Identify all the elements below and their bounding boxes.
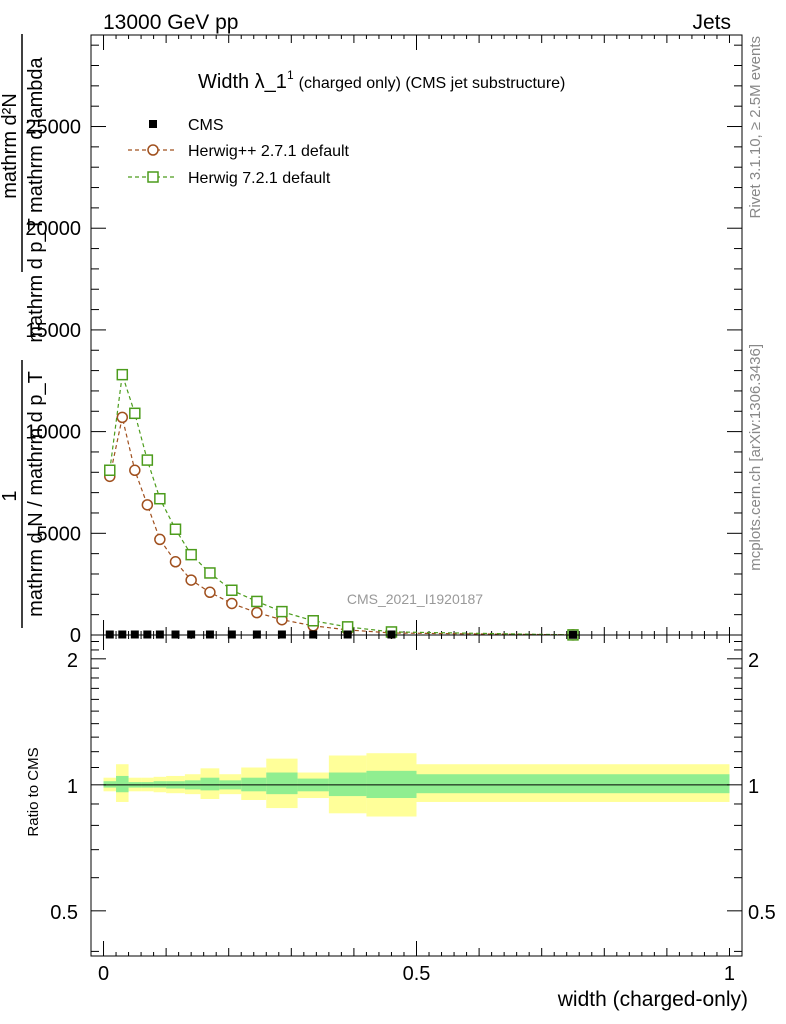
data-point: [226, 597, 238, 610]
ratio-y-tick-label-right: 2: [748, 650, 759, 672]
legend-marker: [149, 120, 157, 128]
main-panel: 0 5000 10000 15000 20000 25000: [25, 34, 743, 647]
plot-title-sup: 1: [287, 68, 294, 82]
y-label-prefix-num: 1: [0, 490, 21, 501]
y-label-prefix-den: mathrm d N / mathrm d p_T: [25, 371, 47, 617]
ratio-inner-band: [328, 772, 367, 797]
plot-title-rest: (charged only) (CMS jet substructure): [299, 75, 566, 92]
data-point: [227, 630, 236, 639]
header-left: 13000 GeV pp: [103, 11, 238, 34]
plot-title: Width λ_11 (charged only) (CMS jet substr…: [198, 68, 565, 93]
data-point: [129, 464, 141, 477]
header-right: Jets: [692, 11, 731, 34]
data-point: [141, 454, 154, 466]
legend-marker: [147, 144, 159, 156]
data-point: [141, 499, 154, 511]
ratio-y-tick-label-right: 0.5: [748, 902, 776, 924]
legend: CMS Herwig++ 2.7.1 default Herwig 7.2.1 de…: [128, 117, 350, 187]
main-y-tick-label: 0: [70, 625, 81, 647]
data-point: [187, 630, 196, 639]
legend-label: Herwig++ 2.7.1 default: [188, 143, 350, 160]
ratio-x-tick-label: 0: [98, 963, 109, 985]
data-point: [309, 630, 318, 639]
main-y-axis-label: 1 mathrm d N / mathrm d p_T mathrm d²N m…: [0, 34, 47, 628]
data-point: [105, 630, 114, 639]
data-point: [116, 368, 129, 381]
data-point: [169, 556, 182, 568]
legend-marker: [147, 171, 159, 183]
ratio-frame: [90, 634, 743, 957]
data-point: [276, 605, 288, 618]
data-point: [204, 567, 216, 579]
data-point: [154, 492, 166, 505]
data-point: [204, 586, 216, 599]
ratio-y-tick-label: 2: [67, 650, 78, 672]
ratio-inner-band: [416, 774, 730, 794]
legend-label: Herwig 7.2.1 default: [188, 170, 331, 187]
main-y-tick-label: 25000: [25, 117, 81, 139]
data-point: [185, 548, 197, 561]
data-point: [252, 630, 261, 639]
ratio-y-tick-labels: 0.5 0.5 1 1 2 2: [50, 650, 776, 924]
ratio-y-axis-label: Ratio to CMS: [25, 747, 42, 836]
main-y-tick-label: 10000: [25, 422, 81, 444]
data-point: [251, 595, 263, 608]
data-point: [277, 630, 286, 639]
data-point: [185, 574, 197, 586]
main-y-tick-labels: 0 5000 10000 15000 20000 25000: [25, 117, 81, 647]
legend-label: CMS: [188, 117, 224, 134]
data-point: [143, 630, 152, 639]
mcplots-label: mcplots.cern.ch [arXiv:1306.3436]: [747, 344, 764, 571]
ratio-x-tick-label: 0.5: [403, 963, 431, 985]
data-point: [251, 606, 263, 619]
main-ticks: [91, 35, 742, 636]
ratio-inner-band: [116, 775, 129, 793]
data-point: [343, 630, 352, 639]
y-label-num: mathrm d²N: [0, 93, 21, 199]
data-point: [226, 584, 238, 597]
data-point: [171, 630, 180, 639]
ratio-x-tick-labels: 0 0.5 1: [98, 963, 735, 985]
series-line: [109, 374, 574, 636]
ratio-y-tick-label: 0.5: [50, 902, 78, 924]
ratio-panel: 0.5 0.51 12 2 0 0.5 1: [50, 634, 776, 985]
series-open-square: [104, 368, 579, 641]
data-point: [387, 630, 396, 639]
data-point: [129, 407, 141, 420]
rivet-label: Rivet 3.1.10, ≥ 2.5M events: [747, 36, 764, 219]
series-filled-square: [105, 630, 577, 639]
data-point: [104, 464, 116, 477]
data-point: [118, 630, 127, 639]
main-y-tick-label: 20000: [25, 218, 81, 240]
main-y-tick-label: 5000: [37, 523, 82, 545]
main-series: [104, 368, 579, 641]
data-point: [205, 630, 214, 639]
plot-title-main: Width λ_1: [198, 71, 287, 93]
y-label-den: mathrm d p_T mathrm d lambda: [25, 56, 47, 342]
data-point: [307, 615, 319, 627]
ratio-y-tick-label-right: 1: [748, 776, 759, 798]
ratio-inner-band: [266, 772, 298, 795]
main-y-tick-label: 15000: [25, 320, 81, 342]
ratio-x-tick-label: 1: [724, 963, 735, 985]
data-point: [154, 533, 166, 546]
ratio-y-tick-label: 1: [67, 776, 78, 798]
ratio-inner-band: [200, 777, 220, 791]
analysis-watermark: CMS_2021_I1920187: [347, 591, 483, 607]
data-point: [169, 523, 182, 535]
x-axis-label: width (charged-only): [557, 988, 748, 1011]
data-point: [116, 411, 129, 424]
ratio-ticks: [91, 635, 742, 956]
data-point: [341, 621, 354, 633]
data-point: [155, 630, 164, 639]
data-point: [130, 630, 139, 639]
